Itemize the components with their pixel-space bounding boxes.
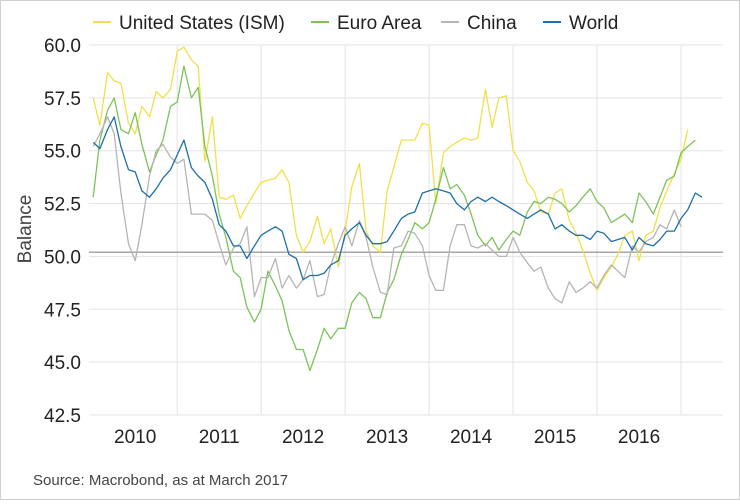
legend-entry-3: World [569, 13, 618, 34]
legend-entry-1: Euro Area [337, 13, 422, 34]
legend: United States (ISM) Euro Area China World [93, 13, 618, 34]
y-tick-label: 47.5 [44, 300, 81, 321]
y-tick-label: 57.5 [44, 89, 81, 110]
y-axis-ticks: 60.0 57.5 55.0 52.5 50.0 47.5 45.0 42.5 [44, 36, 81, 427]
series-line-0 [92, 46, 689, 291]
series-group [92, 46, 703, 372]
y-tick-label: 60.0 [44, 36, 81, 57]
x-tick-label: 2012 [282, 427, 324, 448]
source-note: Source: Macrobond, as at March 2017 [33, 472, 288, 489]
y-tick-label: 45.0 [44, 353, 81, 374]
x-tick-label: 2013 [366, 427, 408, 448]
y-tick-label: 50.0 [44, 247, 81, 268]
series-line-1 [92, 65, 696, 372]
y-tick-label: 55.0 [44, 142, 81, 163]
y-axis-label: Balance [15, 195, 36, 264]
series-line-3 [92, 116, 703, 281]
y-tick-label: 42.5 [44, 406, 81, 427]
x-tick-label: 2011 [199, 427, 240, 448]
legend-entry-2: China [467, 13, 517, 34]
y-tick-label: 52.5 [44, 195, 81, 216]
x-tick-label: 2014 [450, 427, 493, 448]
legend-entry-0: United States (ISM) [119, 13, 285, 34]
grid [89, 44, 723, 416]
series-line-2 [92, 116, 682, 304]
x-tick-label: 2010 [114, 427, 156, 448]
x-tick-label: 2015 [534, 427, 576, 448]
x-tick-label: 2016 [618, 427, 660, 448]
x-axis-ticks: 2010 2011 2012 2013 2014 2015 2016 [114, 427, 660, 448]
